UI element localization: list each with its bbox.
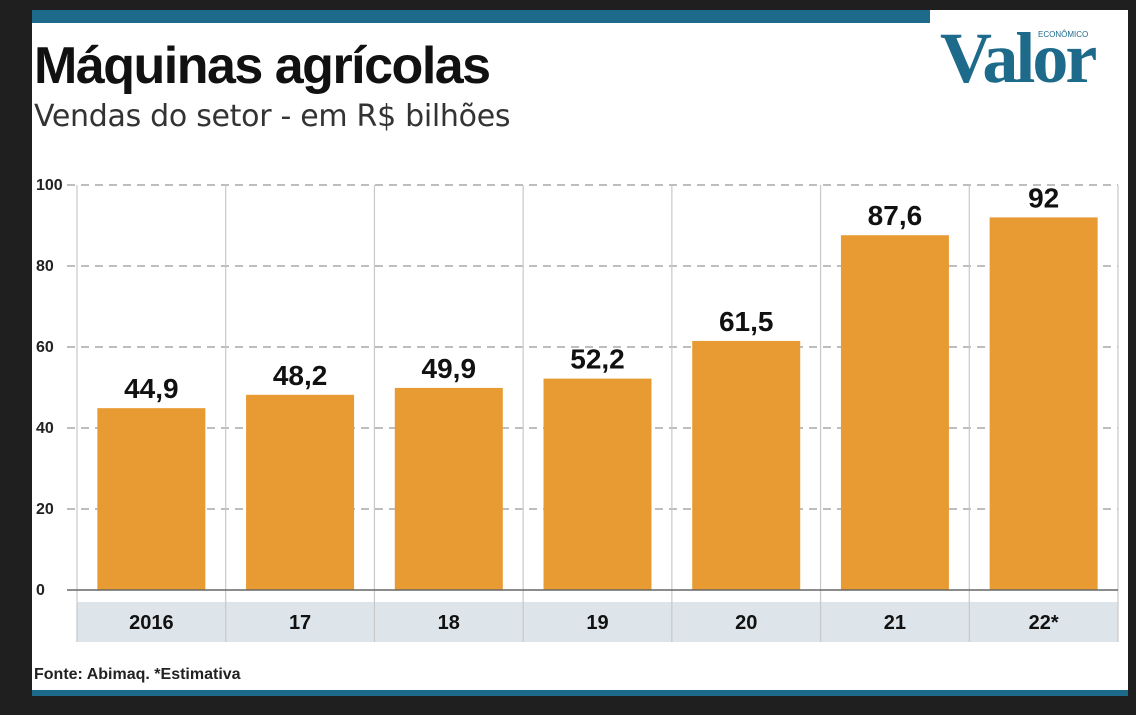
- source-note: Fonte: Abimaq. *Estimativa: [34, 666, 241, 683]
- x-category-label: 2016: [129, 612, 174, 634]
- bar-value-label: 44,9: [124, 373, 179, 404]
- x-category-label: 19: [586, 612, 608, 634]
- bar: [543, 378, 652, 590]
- bar: [840, 235, 949, 590]
- top-accent-bar: [32, 10, 930, 23]
- y-tick-label: 40: [36, 420, 54, 437]
- y-tick-label: 20: [36, 501, 54, 518]
- bottom-accent-bar: [32, 690, 1128, 696]
- valor-logo: Valor: [940, 18, 1097, 98]
- x-axis-band: [77, 602, 1118, 642]
- y-tick-label: 0: [36, 582, 45, 599]
- bar-value-label: 61,5: [719, 306, 774, 337]
- bar-value-label: 49,9: [422, 353, 477, 384]
- x-category-label: 17: [289, 612, 311, 634]
- bar-value-label: 52,2: [570, 344, 625, 375]
- bar-value-label: 48,2: [273, 360, 328, 391]
- x-category-label: 22*: [1029, 612, 1059, 634]
- y-tick-label: 100: [36, 177, 63, 194]
- x-category-label: 20: [735, 612, 757, 634]
- y-tick-label: 80: [36, 258, 54, 275]
- x-category-label: 18: [438, 612, 460, 634]
- bar-value-label: 92: [1028, 182, 1059, 213]
- y-tick-label: 60: [36, 339, 54, 356]
- bar: [246, 394, 355, 590]
- x-category-label: 21: [884, 612, 906, 634]
- bar: [97, 408, 206, 590]
- bar: [394, 387, 503, 590]
- chart-title: Máquinas agrícolas: [34, 37, 491, 95]
- logo-tagline: ECONÔMICO: [1038, 30, 1089, 39]
- chart-subtitle: Vendas do setor - em R$ bilhões: [34, 99, 511, 134]
- bar-value-label: 87,6: [868, 200, 923, 231]
- bar: [692, 340, 801, 590]
- bar: [989, 217, 1098, 590]
